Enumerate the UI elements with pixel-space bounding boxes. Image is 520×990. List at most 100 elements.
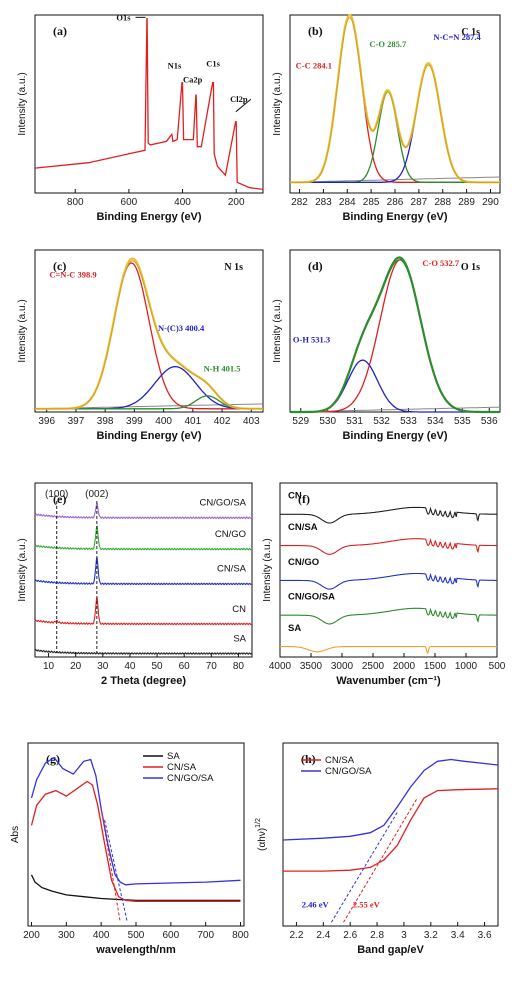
annotation-arrow (235, 98, 252, 113)
annotation: 2.55 eV (353, 900, 381, 910)
series-line-CN/SA (283, 788, 499, 872)
annotation: C-O 285.7 (369, 39, 407, 49)
x-tick-label: 2500 (362, 661, 385, 672)
x-tick-label: 3.6 (478, 930, 492, 941)
series-line-CN (34, 596, 253, 626)
legend-label-CN/SA: CN/SA (167, 762, 197, 773)
y-axis-label: Abs (10, 826, 21, 843)
x-tick-label: 285 (363, 197, 380, 208)
annotation: C-O 532.7 (422, 258, 460, 268)
x-axis-label: Wavenumber (cm⁻¹) (336, 675, 441, 687)
x-tick-label: 290 (482, 197, 499, 208)
fit-line (290, 17, 500, 183)
plot-frame (34, 249, 264, 413)
x-axis-label: Band gap/eV (357, 944, 424, 956)
x-tick-label: 80 (233, 661, 245, 672)
series-line-CN/GO/SA (34, 502, 253, 520)
panel-title: C 1s (461, 27, 480, 38)
series-label-SA: SA (233, 633, 246, 644)
x-tick-label: 529 (292, 416, 309, 427)
x-tick-label: 500 (128, 930, 145, 941)
legend-label-CN/GO/SA: CN/GO/SA (325, 766, 372, 777)
panel-label: (a) (53, 24, 67, 38)
fit-line (35, 260, 263, 410)
series-label-CN/SA: CN/SA (288, 522, 318, 533)
x-tick-label: 2.8 (370, 930, 384, 941)
x-tick-label: 10 (43, 661, 55, 672)
panel-label: (c) (53, 259, 66, 273)
x-tick-label: 282 (291, 197, 308, 208)
annotation: N-C=N 287.4 (433, 32, 481, 42)
x-tick-label: 40 (124, 661, 136, 672)
x-tick-label: 398 (97, 416, 114, 427)
y-axis-label: Intensity (a.u.) (262, 538, 273, 601)
x-tick-label: 3.4 (451, 930, 465, 941)
x-tick-label: 500 (489, 661, 506, 672)
tangent-line (100, 808, 121, 923)
x-tick-label: 400 (174, 197, 191, 208)
series-label-CN: CN (288, 491, 302, 502)
x-tick-label: 200 (23, 930, 40, 941)
fit-line (290, 259, 500, 413)
x-tick-label: 533 (400, 416, 417, 427)
x-tick-label: 800 (232, 930, 249, 941)
series-line-CN/SA (30, 780, 241, 902)
plot-frame (34, 14, 264, 194)
series-line-CN/GO (34, 525, 253, 551)
y-axis-label: Intensity (a.u.) (17, 72, 28, 135)
y-axis-superscript: 1/2 (255, 818, 262, 828)
plot-frame (289, 249, 501, 413)
panel-b: 282 283 284 285 286 287 288 289 290 Binding Energ… (272, 14, 501, 223)
envelope-line (35, 257, 263, 410)
x-tick-label: 600 (162, 930, 179, 941)
annotation: Cl2p (230, 94, 248, 104)
plot-frame (34, 482, 253, 658)
x-tick-label: 300 (58, 930, 75, 941)
annotation: Ca2p (183, 75, 203, 85)
x-tick-label: 70 (206, 661, 218, 672)
fit-peak-N-H 401.5 (35, 395, 263, 410)
x-tick-label: 534 (427, 416, 444, 427)
tangent-line (104, 819, 128, 923)
panel-g: 200 300 400 500 600 700 800wavelength/nmAbs(g)… (10, 742, 249, 956)
x-tick-label: 289 (458, 197, 475, 208)
x-tick-label: 403 (243, 416, 260, 427)
panel-label: (b) (308, 24, 323, 38)
x-tick-label: 402 (214, 416, 231, 427)
y-axis-label: Intensity (a.u.) (272, 72, 283, 135)
series-line-SA (34, 648, 253, 656)
x-axis-label: wavelength/nm (95, 944, 176, 956)
annotation: C=N-C 398.9 (49, 270, 96, 280)
x-tick-label: 50 (152, 661, 164, 672)
panel-title: N 1s (224, 262, 243, 273)
panel-c: 396 397 398 399 400 401 402 403 Binding Energy (… (17, 249, 264, 442)
x-tick-label: 800 (67, 197, 84, 208)
x-tick-label: 3500 (300, 661, 323, 672)
panel-f: 4000 3500 3000 2500 2000 1500 1000 500 Wavenumbe… (262, 482, 506, 687)
x-tick-label: 283 (315, 197, 332, 208)
x-tick-label: 2.4 (316, 930, 330, 941)
series-line-CN/GO/SA (280, 607, 497, 625)
series-label-CN: CN (232, 604, 246, 615)
x-tick-label: 287 (411, 197, 428, 208)
annotation: O1s (116, 12, 131, 22)
x-tick-label: 400 (155, 416, 172, 427)
x-tick-label: 396 (38, 416, 55, 427)
series-label-CN/GO/SA: CN/GO/SA (288, 592, 335, 603)
series-line-CN/GO (280, 572, 497, 590)
annotation: N1s (168, 60, 182, 70)
annotation: N-H 401.5 (204, 364, 241, 374)
panel-h: 2.2 2.4 2.6 2.8 3 3.2 3.4 3.6 Band gap/eV (αhν)1/… (255, 742, 499, 956)
series-line-SA (30, 874, 241, 902)
x-tick-label: 30 (97, 661, 109, 672)
panel-label: (h) (301, 752, 316, 766)
series-label-CN/GO/SA: CN/GO/SA (200, 498, 247, 509)
series-label-CN/GO: CN/GO (288, 557, 319, 568)
x-tick-label: 286 (387, 197, 404, 208)
series-label-CN/GO: CN/GO (215, 529, 246, 540)
fit-peak-O-H 531.3 (290, 359, 500, 413)
annotation: C1s (206, 59, 220, 69)
series-line-CN/SA (34, 556, 253, 586)
y-axis-label: Intensity (a.u.) (17, 299, 28, 362)
